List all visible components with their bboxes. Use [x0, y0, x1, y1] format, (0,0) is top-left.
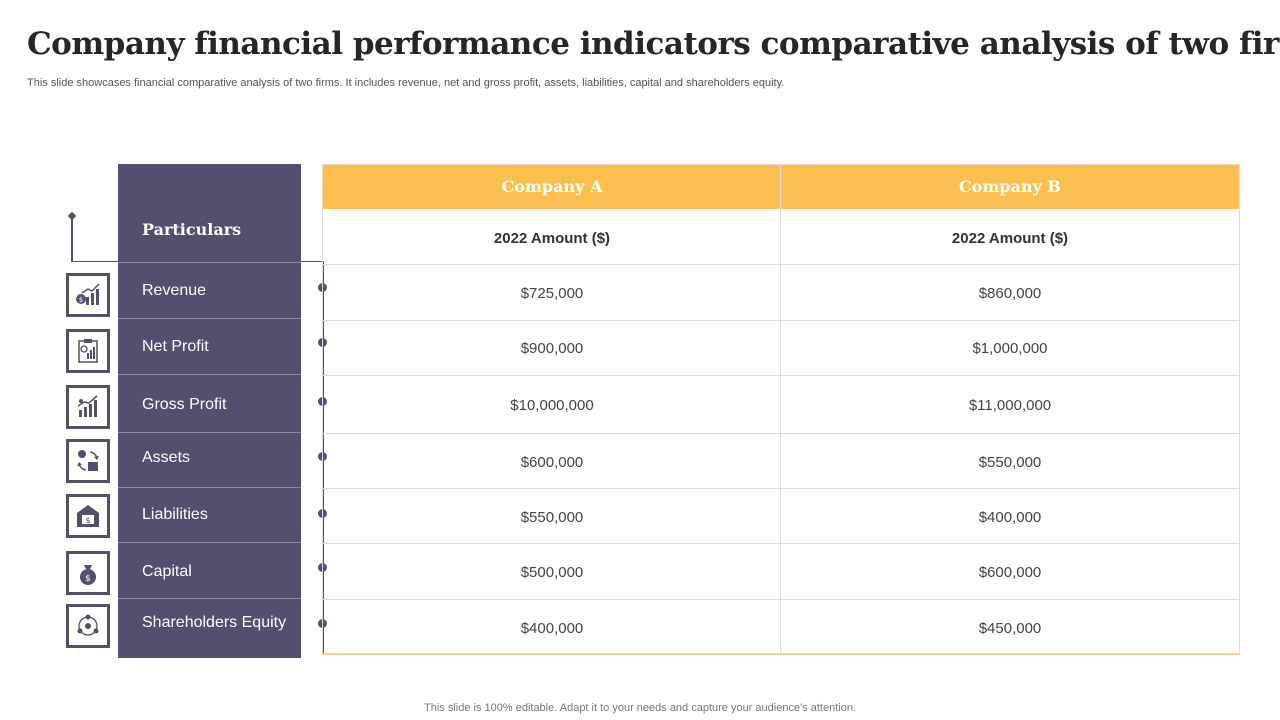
value-cell: $550,000: [520, 509, 584, 526]
profit-report-icon: [66, 329, 110, 373]
value-cell: $500,000: [520, 564, 584, 581]
shareholders-network-icon: [66, 604, 110, 648]
table-row: $10,000,000 $11,000,000: [323, 375, 1239, 434]
comparison-table: Company A Company B 2022 Amount ($) 2022…: [322, 164, 1240, 655]
particular-label: Liabilities: [142, 506, 208, 523]
subheader-cell: 2022 Amount ($): [493, 230, 611, 247]
footer-note: This slide is 100% editable. Adapt it to…: [424, 702, 856, 714]
liabilities-house-icon: $: [66, 494, 110, 538]
particular-row: Assets: [118, 432, 301, 488]
particular-row: Capital: [118, 542, 301, 599]
value-cell: $400,000: [978, 509, 1042, 526]
table-header: Company A Company B: [323, 165, 1239, 209]
table-subheader-row: 2022 Amount ($) 2022 Amount ($): [323, 209, 1239, 264]
particular-label: Revenue: [142, 282, 207, 299]
assets-exchange-icon: [66, 439, 110, 483]
money-bag-icon: $: [66, 551, 110, 595]
table-bottom-accent: [322, 653, 1240, 655]
svg-text:$: $: [85, 574, 91, 584]
column-header-company-a: Company A: [501, 177, 603, 196]
page-title: Company financial performance indicators…: [27, 26, 1280, 62]
svg-text:$: $: [85, 516, 90, 525]
particular-label: Shareholders Equity: [142, 614, 287, 631]
particular-label: Assets: [142, 449, 191, 466]
value-cell: $860,000: [978, 285, 1042, 302]
value-cell: $1,000,000: [972, 340, 1048, 357]
value-cell: $725,000: [520, 285, 584, 302]
connector-line: [71, 217, 73, 262]
table-row: $725,000 $860,000: [323, 264, 1239, 320]
table-row: $900,000 $1,000,000: [323, 320, 1239, 376]
particular-row: Net Profit: [118, 318, 301, 374]
table-row: $500,000 $600,000: [323, 543, 1239, 600]
particular-row: Revenue: [118, 262, 301, 318]
table-row: $550,000 $400,000: [323, 488, 1239, 544]
page-subtitle: This slide showcases financial comparati…: [27, 77, 785, 89]
value-cell: $11,000,000: [968, 397, 1052, 414]
value-cell: $600,000: [520, 454, 584, 471]
value-cell: $900,000: [520, 340, 584, 357]
particular-row: Gross Profit: [118, 374, 301, 433]
value-cell: $600,000: [978, 564, 1042, 581]
value-cell: $550,000: [978, 454, 1042, 471]
revenue-chart-icon: $: [66, 273, 110, 317]
value-cell: $400,000: [520, 620, 584, 637]
particulars-header: Particulars: [142, 220, 242, 239]
column-divider: [780, 165, 781, 654]
particular-label: Gross Profit: [142, 396, 227, 413]
particular-label: Net Profit: [142, 338, 209, 355]
particular-label: Capital: [142, 563, 192, 580]
particular-row: Shareholders Equity: [118, 598, 301, 659]
table-row: $400,000 $450,000: [323, 599, 1239, 655]
svg-text:$: $: [79, 296, 83, 304]
value-cell: $450,000: [978, 620, 1042, 637]
particular-row: Liabilities: [118, 487, 301, 543]
value-cell: $10,000,000: [510, 397, 594, 414]
column-header-company-b: Company B: [959, 177, 1061, 196]
subheader-cell: 2022 Amount ($): [951, 230, 1069, 247]
table-row: $600,000 $550,000: [323, 433, 1239, 489]
growth-chart-icon: [66, 385, 110, 429]
particulars-panel: Particulars Revenue Net Profit Gross Pro…: [118, 164, 301, 658]
